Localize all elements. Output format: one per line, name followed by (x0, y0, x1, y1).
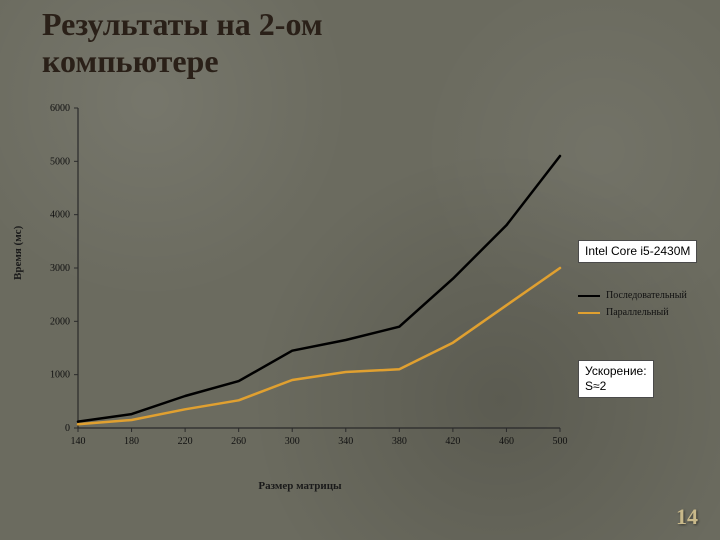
svg-text:4000: 4000 (50, 210, 70, 221)
svg-text:420: 420 (445, 436, 460, 447)
cpu-info-box: Intel Core i5-2430M (578, 240, 697, 263)
svg-text:0: 0 (65, 423, 70, 434)
svg-text:260: 260 (231, 436, 246, 447)
speedup-info-box: Ускорение: S≈2 (578, 360, 654, 398)
legend-swatch (578, 295, 600, 297)
chart-container: Время (мс) 01000200030004000500060001401… (30, 100, 570, 490)
svg-text:500: 500 (553, 436, 568, 447)
page-number: 14 (676, 504, 698, 530)
svg-text:140: 140 (71, 436, 86, 447)
svg-text:220: 220 (178, 436, 193, 447)
speedup-line-2: S≈2 (585, 379, 606, 393)
legend-item: Последовательный (578, 290, 687, 301)
svg-text:340: 340 (338, 436, 353, 447)
svg-text:180: 180 (124, 436, 139, 447)
line-chart: 0 1000 2000 3000 4000 5000 6000 140 180 220 260 300… (30, 100, 570, 460)
svg-text:300: 300 (285, 436, 300, 447)
title-line-2: компьютере (42, 43, 219, 79)
series-line (78, 156, 560, 422)
svg-text:1000: 1000 (50, 370, 70, 381)
svg-text:2000: 2000 (50, 316, 70, 327)
svg-text:6000: 6000 (50, 103, 70, 114)
svg-text:3000: 3000 (50, 263, 70, 274)
legend-item: Параллельный (578, 307, 687, 318)
svg-text:460: 460 (499, 436, 514, 447)
slide-title: Результаты на 2-ом компьютере (42, 6, 323, 80)
speedup-line-1: Ускорение: (585, 364, 647, 378)
svg-text:5000: 5000 (50, 156, 70, 167)
legend-swatch (578, 312, 600, 314)
x-axis-label: Размер матрицы (30, 480, 570, 492)
chart-legend: Последовательный Параллельный (578, 290, 687, 324)
legend-label: Параллельный (606, 307, 669, 318)
y-axis-label: Время (мс) (12, 226, 24, 280)
title-line-1: Результаты на 2-ом (42, 6, 323, 42)
legend-label: Последовательный (606, 290, 687, 301)
svg-text:380: 380 (392, 436, 407, 447)
cpu-info-text: Intel Core i5-2430M (585, 244, 690, 258)
